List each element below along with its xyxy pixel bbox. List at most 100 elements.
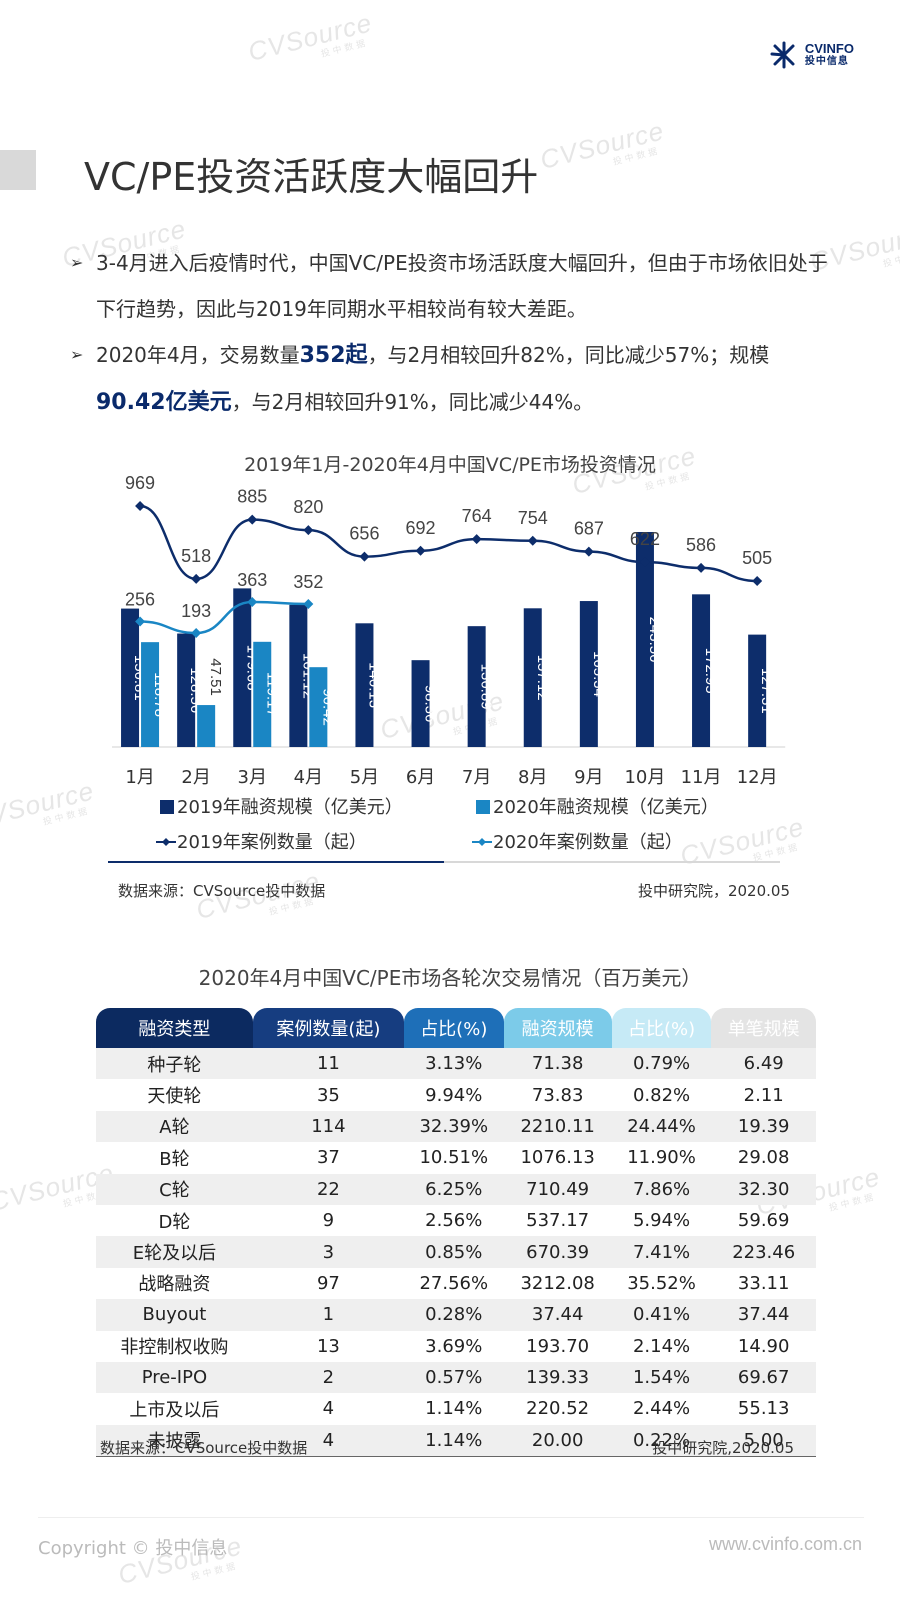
line-2019-value-label: 656 [349, 524, 379, 544]
cell-avg-deal: 37.44 [711, 1299, 816, 1331]
cell-avg-deal: 2.11 [743, 1084, 784, 1106]
title-accent-bar [0, 150, 36, 190]
bar-2019-value-label: 127.31 [758, 668, 775, 714]
line-2019-point [752, 576, 763, 586]
bar-2019-value-label: 157.12 [534, 655, 551, 701]
line-2019-point [247, 514, 258, 525]
bar-2019 [289, 604, 308, 747]
line-2020-value-label: 352 [293, 572, 323, 592]
deal-size-highlight: 90.42亿美元 [96, 390, 232, 415]
bar-2019 [635, 532, 654, 747]
cell-avg-deal: 19.39 [711, 1110, 816, 1143]
line-2020-value-label: 193 [181, 601, 211, 621]
cell-amount: 3212.08 [520, 1272, 595, 1294]
cell-round-type: 上市及以后 [129, 1399, 220, 1421]
line-2019-point [471, 534, 482, 545]
bar-2019 [692, 594, 711, 747]
chart-source-right: 投中研究院，2020.05 [637, 882, 790, 900]
table-row: B轮 37 10.51% 1076.13 11.90% 29.08 [96, 1142, 816, 1173]
x-tick-label: 11月 [681, 767, 722, 788]
logo-subname: 投中信息 [804, 56, 849, 67]
cell-amount: 670.39 [503, 1236, 612, 1268]
header-round-type: 融资类型 [96, 1008, 253, 1048]
cell-deal-count: 35 [316, 1084, 340, 1106]
cell-amount-share: 7.86% [611, 1173, 712, 1205]
cell-amount-share: 0.79% [611, 1048, 712, 1080]
cell-amount: 220.52 [526, 1398, 590, 1420]
x-tick-label: 6月 [406, 767, 435, 788]
cell-count-share: 1.14% [425, 1398, 483, 1420]
legend-marker [478, 838, 486, 846]
cell-amount: 139.33 [503, 1361, 612, 1394]
x-tick-label: 10月 [624, 767, 665, 788]
line-2019-value-label: 754 [518, 508, 548, 528]
line-2019-point [527, 535, 538, 546]
line-2019-point [359, 551, 370, 562]
x-tick-label: 1月 [125, 767, 154, 788]
cell-count-share: 1.14% [403, 1424, 504, 1458]
line-2020-point [191, 628, 202, 638]
header-count-share: 占比(%) [403, 1008, 504, 1048]
cell-round-type: 战略融资 [138, 1274, 211, 1296]
cell-round-type: 种子轮 [96, 1048, 253, 1080]
x-tick-label: 7月 [462, 767, 491, 788]
cell-amount: 37.44 [503, 1299, 612, 1331]
cell-avg-deal: 6.49 [711, 1048, 816, 1080]
table-row: Buyout 1 0.28% 37.44 0.41% 37.44 [96, 1299, 816, 1331]
cell-deal-count: 37 [316, 1147, 340, 1169]
arrow-bullet-icon: ➢ [70, 253, 84, 272]
bar-2020-value-label: 90.42 [319, 688, 336, 726]
table-row: D轮 9 2.56% 537.17 5.94% 59.69 [96, 1205, 816, 1236]
cell-round-type: A轮 [96, 1110, 253, 1143]
cell-amount-share: 0.41% [611, 1299, 712, 1331]
table-row: 非控制权收购 13 3.69% 193.70 2.14% 14.90 [96, 1331, 816, 1362]
line-2019-count [139, 504, 758, 583]
cell-round-type: Buyout [96, 1299, 253, 1331]
bar-2019 [177, 633, 196, 747]
cell-amount-share: 11.90% [627, 1147, 696, 1169]
cell-avg-deal: 29.08 [737, 1147, 790, 1169]
table-row: A轮 114 32.39% 2210.11 24.44% 19.39 [96, 1110, 816, 1143]
cell-deal-count: 13 [316, 1335, 340, 1357]
cell-amount-share: 5.94% [632, 1210, 691, 1232]
cell-deal-count: 9 [322, 1210, 335, 1232]
line-2019-value-label: 622 [630, 529, 660, 549]
cell-amount: 71.38 [503, 1048, 612, 1080]
rounds-table: 融资类型 案例数量(起) 占比(%) 融资规模 占比(%) 单笔规模 种子轮 11… [96, 1008, 816, 1458]
line-2019-value-label: 505 [742, 548, 772, 568]
x-tick-label: 9月 [574, 767, 603, 788]
cell-count-share: 27.56% [419, 1272, 489, 1294]
cell-deal-count: 4 [252, 1424, 404, 1458]
cell-deal-count: 22 [252, 1173, 404, 1205]
cell-round-type: 未披露 [96, 1424, 253, 1458]
chart-title: 2019年1月-2020年4月中国VC/PE市场投资情况 [244, 454, 656, 476]
bar-2019 [523, 608, 542, 747]
page-title: VC/PE投资活跃度大幅回升 [84, 155, 539, 199]
bar-2019 [355, 623, 374, 747]
cell-amount: 193.70 [526, 1335, 590, 1357]
cell-amount-share: 0.22% [611, 1424, 712, 1458]
legend-swatch [476, 800, 490, 814]
line-2019-value-label: 969 [125, 473, 155, 493]
legend-label: 2019年案例数量（起） [177, 832, 367, 853]
cell-amount-share: 1.54% [611, 1361, 712, 1394]
legend-swatch [160, 800, 174, 814]
table-source-left: 数据来源：CVSource投中数据 [100, 1439, 308, 1457]
website-link[interactable]: www.cvinfo.com.cn [708, 1534, 862, 1554]
line-2019-point [135, 501, 146, 511]
summary-bullets: ➢ 3-4月进入后疫情时代，中国VC/PE投资市场活跃度大幅回升，但由于市场依旧… [70, 240, 830, 426]
x-tick-label: 2月 [181, 767, 210, 788]
chart-source-left: 数据来源：CVSource投中数据 [118, 882, 326, 900]
bullet-text: 3-4月进入后疫情时代，中国VC/PE投资市场活跃度大幅回升，但由于市场依旧处于… [96, 251, 828, 321]
cell-avg-deal: 223.46 [711, 1236, 816, 1268]
table-row: Pre-IPO 2 0.57% 139.33 1.54% 69.67 [96, 1361, 816, 1394]
line-2019-point [696, 562, 707, 573]
cell-round-type: D轮 [158, 1211, 191, 1233]
table-row: 战略融资 97 27.56% 3212.08 35.52% 33.11 [96, 1268, 816, 1299]
bar-2020-value-label: 118.78 [151, 672, 168, 717]
cell-count-share: 0.28% [403, 1299, 504, 1331]
cell-avg-deal: 14.90 [737, 1335, 790, 1357]
cell-avg-deal: 55.13 [737, 1398, 790, 1420]
line-2019-point [303, 525, 314, 536]
